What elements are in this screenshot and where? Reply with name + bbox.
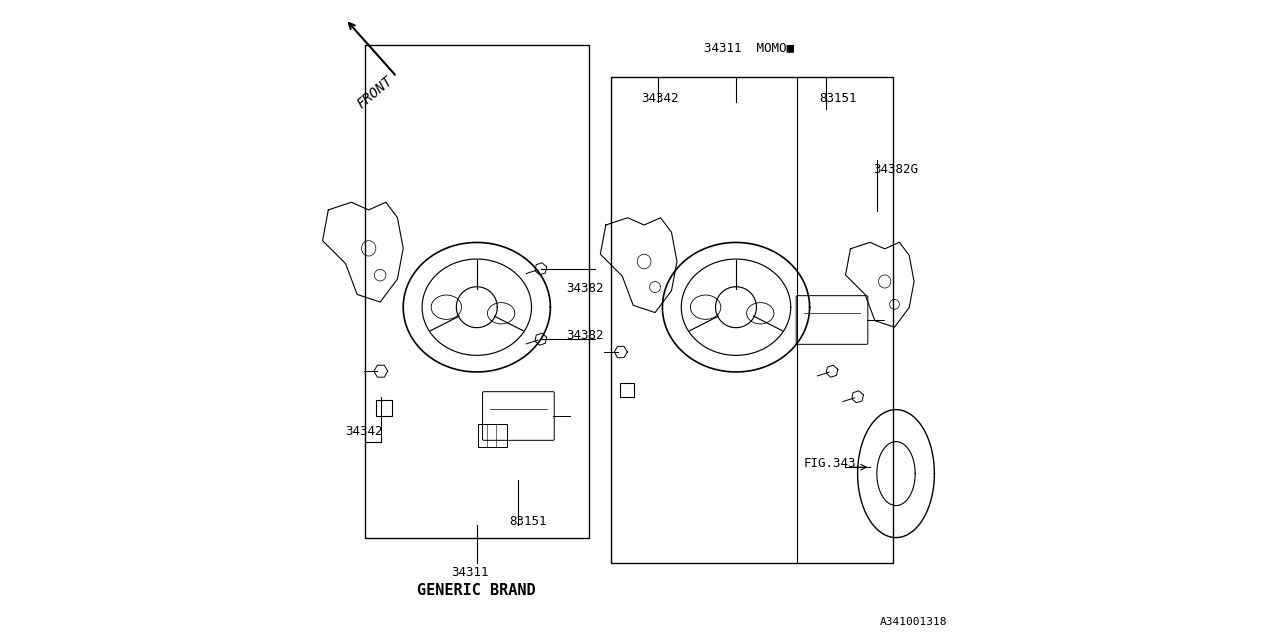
Text: 34311: 34311 <box>452 566 489 579</box>
Text: A341001318: A341001318 <box>879 617 947 627</box>
Bar <box>365 45 589 538</box>
Text: 34382: 34382 <box>566 329 604 342</box>
Text: 34342: 34342 <box>346 425 383 438</box>
Text: FIG.343: FIG.343 <box>804 457 856 470</box>
Text: 83151: 83151 <box>819 92 856 106</box>
Text: 83151: 83151 <box>508 515 547 528</box>
Text: 34342: 34342 <box>641 92 678 106</box>
Text: 34382: 34382 <box>566 282 604 294</box>
Text: 34311  MOMO■: 34311 MOMO■ <box>704 41 794 54</box>
Text: 34382G: 34382G <box>874 163 919 176</box>
Bar <box>612 77 893 563</box>
Bar <box>479 424 507 447</box>
Text: FRONT: FRONT <box>353 74 396 111</box>
Bar <box>620 383 634 397</box>
Text: GENERIC BRAND: GENERIC BRAND <box>417 583 536 598</box>
Bar <box>376 400 392 416</box>
